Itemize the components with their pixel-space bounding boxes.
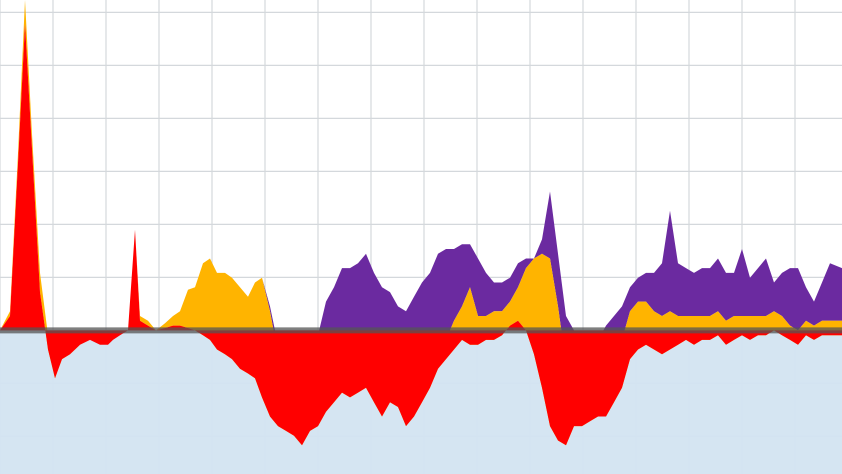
area-series-1 [0,23,842,446]
area-series-3 [0,0,842,412]
